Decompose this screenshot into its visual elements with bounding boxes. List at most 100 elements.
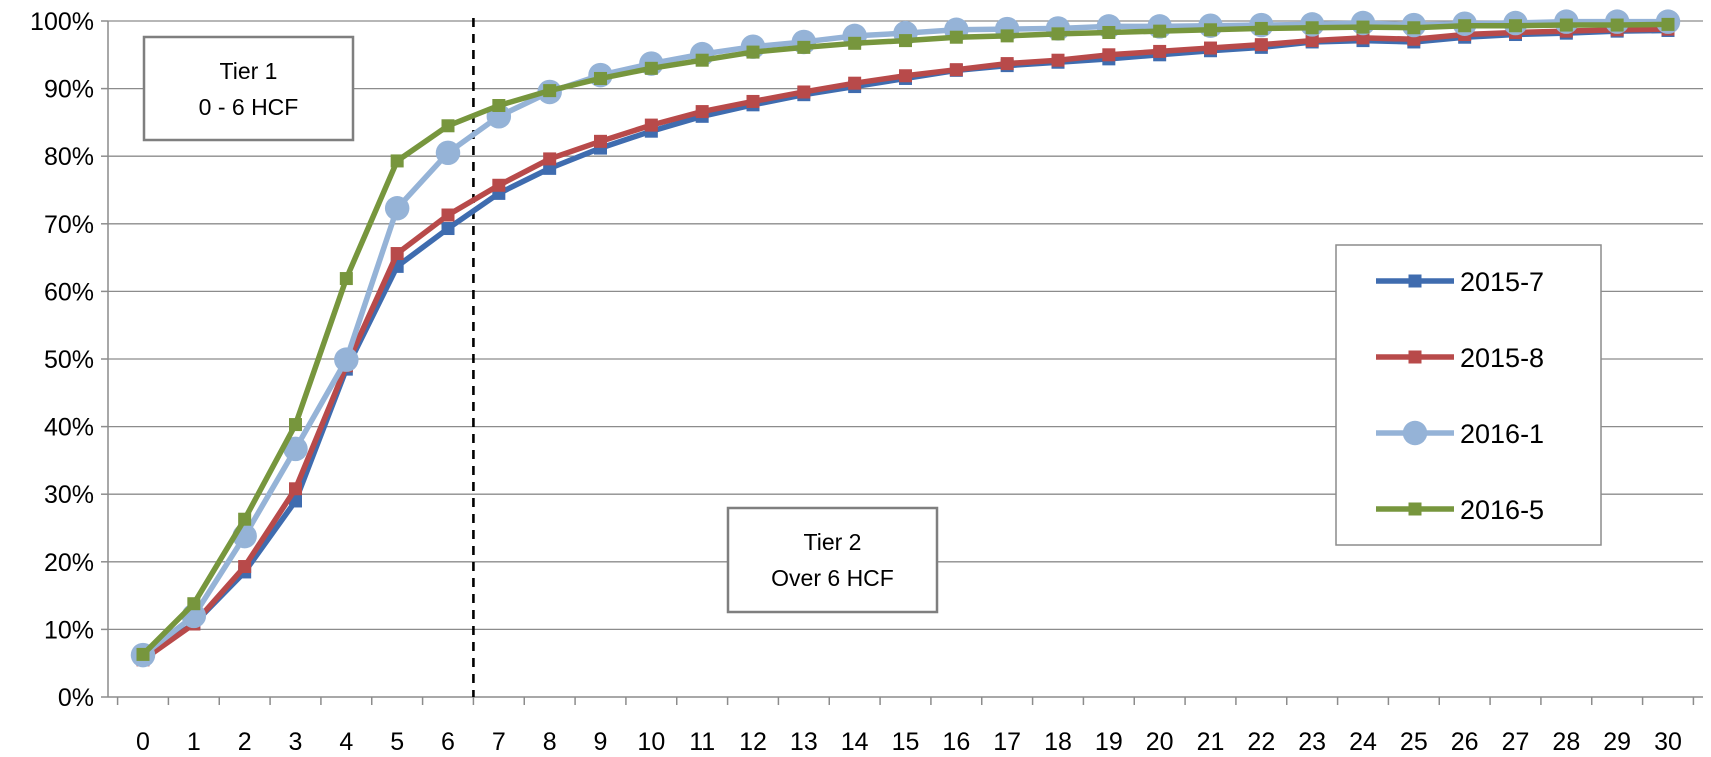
y-tick-label: 10%: [44, 616, 94, 644]
legend: 2015-7 2015-8 2016-1 2016-5: [1335, 244, 1602, 546]
data-point: [1610, 18, 1624, 32]
x-tick-label: 19: [1095, 728, 1123, 756]
data-point: [1153, 44, 1167, 58]
legend-item-2015-8: 2015-8: [1376, 343, 1544, 373]
data-point: [384, 196, 410, 221]
tier-1-annotation: Tier 1 0 - 6 HCF: [142, 35, 355, 142]
data-point: [899, 34, 912, 48]
data-point: [1204, 41, 1217, 55]
x-tick-label: 11: [689, 728, 715, 756]
data-point: [1153, 24, 1167, 38]
data-point: [492, 178, 506, 192]
data-point: [1204, 23, 1217, 37]
data-point: [1051, 27, 1065, 41]
data-point: [1408, 350, 1422, 364]
data-point: [594, 71, 607, 85]
data-point: [746, 45, 760, 59]
x-tick-label: 4: [339, 728, 353, 756]
x-tick-label: 26: [1451, 728, 1479, 756]
data-point: [1559, 18, 1573, 32]
tier-2-annotation: Tier 2 Over 6 HCF: [726, 506, 939, 614]
data-point: [949, 63, 963, 77]
x-tick-label: 29: [1603, 728, 1631, 756]
gridlines: [108, 20, 1703, 631]
x-tick-label: 23: [1298, 728, 1326, 756]
data-point: [1509, 19, 1522, 33]
x-tick-label: 13: [790, 728, 818, 756]
annotation-text: 0 - 6 HCF: [199, 94, 299, 120]
data-point: [1254, 21, 1268, 35]
x-tick-label: 21: [1197, 728, 1225, 756]
data-point: [1356, 20, 1370, 34]
legend-label: 2016-5: [1460, 495, 1544, 525]
y-tick-label: 30%: [44, 481, 94, 509]
x-tick-label: 12: [739, 728, 767, 756]
data-point: [187, 597, 201, 611]
y-tick-label: 70%: [44, 211, 94, 239]
y-tick-label: 80%: [44, 143, 94, 171]
data-point: [283, 436, 308, 462]
x-tick-label: 24: [1349, 728, 1377, 756]
series-2015-8: [136, 22, 1675, 667]
x-tick-label: 27: [1502, 728, 1530, 756]
legend-label: 2015-8: [1460, 343, 1544, 373]
x-tick-label: 25: [1400, 728, 1428, 756]
data-point: [695, 105, 709, 119]
data-point: [334, 347, 359, 372]
data-point: [1000, 57, 1014, 71]
x-tick-label: 9: [594, 728, 608, 756]
data-point: [1305, 34, 1319, 48]
x-tick-label: 17: [993, 728, 1021, 756]
data-point: [1254, 38, 1268, 52]
legend-label: 2016-1: [1460, 419, 1544, 449]
y-tick-label: 90%: [44, 76, 94, 104]
legend-label: 2015-7: [1460, 267, 1544, 297]
data-point: [543, 152, 557, 166]
data-point: [1458, 19, 1472, 33]
x-tick-label: 8: [543, 728, 557, 756]
data-point: [390, 154, 404, 168]
y-tick-labels: 0% 10% 20% 30% 40% 50% 60% 70% 80% 90% 100%: [30, 8, 108, 712]
data-point: [1661, 17, 1675, 31]
x-tick-label: 1: [187, 728, 201, 756]
data-point: [899, 69, 912, 83]
data-point: [1000, 29, 1014, 43]
x-tick-label: 6: [441, 728, 455, 756]
data-point: [441, 119, 455, 133]
data-point: [238, 512, 252, 526]
series-2016-5: [136, 17, 1675, 661]
data-point: [238, 560, 252, 574]
data-point: [644, 118, 658, 132]
data-point: [949, 30, 963, 44]
x-tick-label: 10: [637, 728, 665, 756]
data-point: [1305, 21, 1319, 35]
x-tick-label: 18: [1044, 728, 1072, 756]
data-point: [289, 418, 302, 432]
annotation-text: Tier 2: [804, 529, 862, 555]
data-point: [441, 222, 455, 236]
annotation-box: [726, 506, 939, 614]
x-tick-label: 16: [942, 728, 970, 756]
legend-box: [1335, 244, 1602, 546]
data-point: [1402, 420, 1428, 446]
y-tick-label: 100%: [30, 8, 94, 36]
legend-item-2016-1: 2016-1: [1376, 419, 1544, 449]
annotation-box: [142, 35, 355, 142]
data-point: [594, 134, 607, 148]
data-point: [1407, 21, 1421, 35]
data-point: [1051, 53, 1065, 67]
data-point: [1408, 502, 1422, 516]
y-tick-label: 20%: [44, 549, 94, 577]
y-tick-label: 50%: [44, 346, 94, 374]
x-tick-label: 30: [1654, 728, 1682, 756]
data-point: [797, 40, 811, 54]
annotation-text: Over 6 HCF: [771, 565, 894, 591]
x-tick-label: 15: [892, 728, 920, 756]
x-tick-label: 7: [492, 728, 506, 756]
data-point: [390, 247, 404, 261]
data-point: [136, 647, 150, 661]
x-tick-label: 14: [841, 728, 869, 756]
x-tick-labels: 0 1 2 3 4 5 6 7 8 9 10 11 12 13 14 15 16 17 18 19 20 21 22 23 24…: [116, 697, 1695, 756]
x-tick-label: 20: [1146, 728, 1174, 756]
data-point: [441, 208, 455, 222]
